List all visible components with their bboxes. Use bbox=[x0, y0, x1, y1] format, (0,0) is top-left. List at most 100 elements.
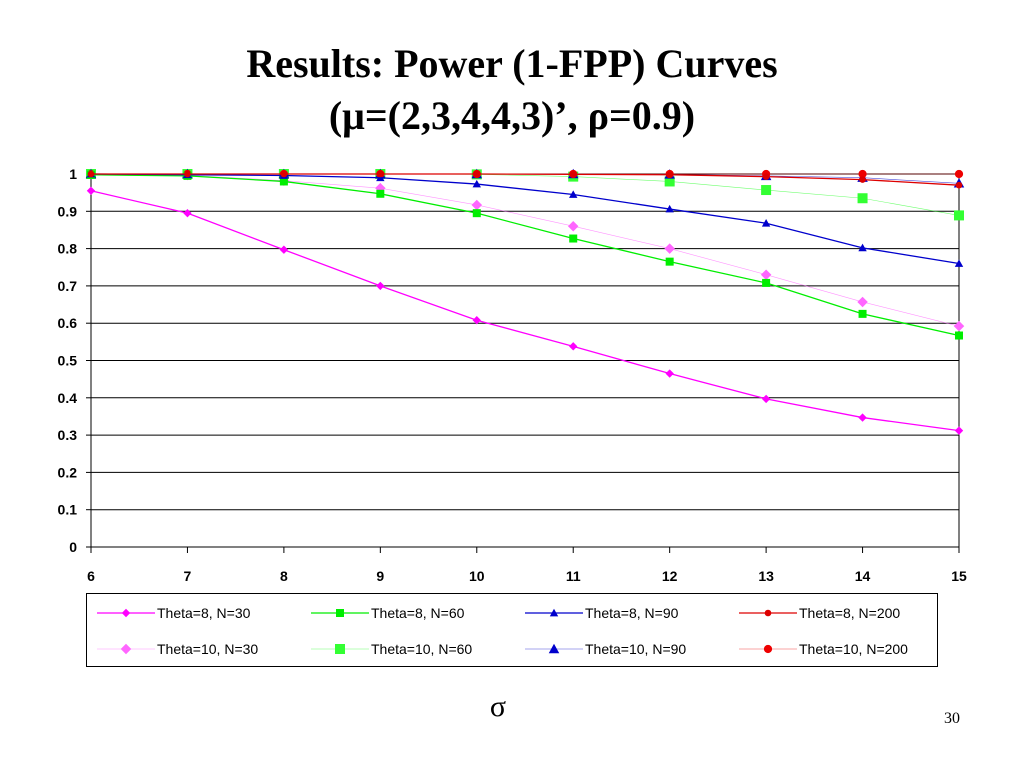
legend-item: Theta=10, N=200 bbox=[739, 638, 908, 660]
series-line bbox=[90, 173, 960, 327]
power-curves-chart: 0 0.1 0.2 0.3 0.4 0.5 0.6 0.7 0.8 0.9 1 6 7 8 9 10 11 12 1… bbox=[58, 166, 967, 584]
data-point bbox=[665, 257, 674, 266]
page-number: 30 bbox=[944, 710, 960, 727]
data-point bbox=[858, 169, 867, 179]
legend-item: Theta=8, N=90 bbox=[525, 602, 678, 624]
data-point bbox=[280, 170, 288, 178]
data-point bbox=[376, 189, 385, 198]
data-point bbox=[376, 173, 385, 182]
data-point bbox=[471, 199, 483, 211]
x-tick-label: 11 bbox=[566, 568, 581, 584]
x-tick-label: 6 bbox=[87, 568, 95, 584]
data-point bbox=[569, 171, 577, 178]
legend-swatch-marker bbox=[120, 643, 132, 655]
x-tick-label: 15 bbox=[951, 568, 967, 584]
series-theta-8-n-90 bbox=[86, 169, 964, 267]
legend-swatch bbox=[311, 644, 369, 654]
data-point bbox=[184, 170, 191, 178]
legend-swatch bbox=[525, 608, 583, 617]
legend-swatch bbox=[311, 609, 369, 617]
data-point bbox=[858, 243, 867, 252]
series-theta-8-n-60 bbox=[87, 170, 963, 340]
series-theta-8-n-30 bbox=[86, 186, 964, 435]
y-tick-label: 0.5 bbox=[58, 353, 78, 369]
series-line bbox=[90, 190, 960, 432]
data-point bbox=[761, 394, 771, 404]
data-point bbox=[666, 171, 673, 179]
legend-item: Theta=10, N=30 bbox=[97, 638, 258, 660]
data-point bbox=[761, 219, 771, 227]
data-point bbox=[954, 259, 964, 267]
legend-swatch-marker bbox=[548, 643, 560, 654]
legend-swatch-marker bbox=[549, 608, 559, 617]
x-axis-label: σ bbox=[489, 690, 507, 723]
y-tick-label: 0.8 bbox=[58, 241, 78, 257]
data-point bbox=[858, 413, 867, 422]
y-tick-label: 0.7 bbox=[58, 278, 78, 294]
y-tick-label: 0.2 bbox=[58, 464, 78, 480]
legend-label: Theta=8, N=90 bbox=[585, 605, 679, 621]
title-line-2: (μ=(2,3,4,4,3)’, ρ=0.9) bbox=[328, 93, 696, 138]
y-tick-label: 0 bbox=[69, 539, 77, 555]
y-tick-label: 0.9 bbox=[58, 203, 78, 219]
series-line bbox=[90, 174, 960, 337]
x-tick-label: 9 bbox=[376, 568, 384, 584]
data-point bbox=[377, 170, 384, 178]
data-point bbox=[955, 331, 963, 340]
series-theta-8-n-200 bbox=[87, 170, 963, 189]
data-point bbox=[760, 269, 772, 280]
x-tick-label: 8 bbox=[280, 568, 288, 584]
legend-item: Theta=10, N=90 bbox=[525, 638, 686, 660]
legend-label: Theta=8, N=60 bbox=[371, 605, 465, 621]
data-point bbox=[569, 342, 578, 351]
data-point bbox=[86, 186, 96, 195]
legend-label: Theta=10, N=90 bbox=[585, 641, 687, 657]
data-point bbox=[761, 185, 772, 196]
data-point bbox=[857, 296, 868, 308]
data-point bbox=[472, 179, 481, 188]
data-point bbox=[279, 245, 289, 254]
y-tick-label: 1 bbox=[69, 166, 77, 182]
data-point bbox=[665, 204, 674, 213]
legend-swatch bbox=[525, 643, 583, 654]
data-point bbox=[955, 181, 963, 189]
data-point bbox=[569, 190, 578, 198]
title-line-1: Results: Power (1-FPP) Curves bbox=[246, 41, 778, 86]
data-point bbox=[279, 177, 288, 186]
legend-label: Theta=8, N=200 bbox=[799, 605, 901, 621]
data-point bbox=[473, 170, 481, 178]
data-point bbox=[762, 278, 771, 287]
data-point bbox=[858, 309, 867, 318]
legend-swatch bbox=[97, 608, 155, 618]
legend-item: Theta=8, N=30 bbox=[97, 602, 250, 624]
y-tick-label: 0.3 bbox=[58, 427, 78, 443]
x-tick-label: 13 bbox=[758, 568, 774, 584]
legend-item: Theta=10, N=60 bbox=[311, 638, 472, 660]
data-point bbox=[472, 316, 481, 325]
y-tick-label: 0.1 bbox=[58, 502, 78, 518]
x-tick-label: 7 bbox=[184, 568, 192, 584]
legend-swatch-marker bbox=[764, 609, 772, 617]
legend-label: Theta=10, N=200 bbox=[799, 641, 908, 657]
data-point bbox=[567, 220, 579, 232]
legend-swatch bbox=[739, 644, 797, 654]
series-line bbox=[91, 173, 960, 186]
legend-swatch-marker bbox=[335, 644, 345, 654]
data-point bbox=[954, 169, 964, 179]
data-point bbox=[569, 234, 578, 243]
data-point bbox=[954, 426, 964, 435]
series-line bbox=[90, 173, 960, 265]
data-point bbox=[183, 208, 192, 218]
data-point bbox=[857, 193, 868, 204]
data-point bbox=[954, 210, 964, 221]
y-tick-label: 0.6 bbox=[58, 315, 78, 331]
data-point bbox=[665, 369, 674, 378]
legend-label: Theta=8, N=30 bbox=[157, 605, 251, 621]
legend-swatch bbox=[97, 643, 155, 655]
data-point bbox=[953, 320, 965, 332]
data-point bbox=[664, 176, 675, 187]
legend-swatch-marker bbox=[763, 644, 773, 654]
data-point bbox=[664, 243, 675, 254]
y-tick-label: 0.4 bbox=[58, 390, 78, 406]
data-point bbox=[859, 176, 866, 183]
